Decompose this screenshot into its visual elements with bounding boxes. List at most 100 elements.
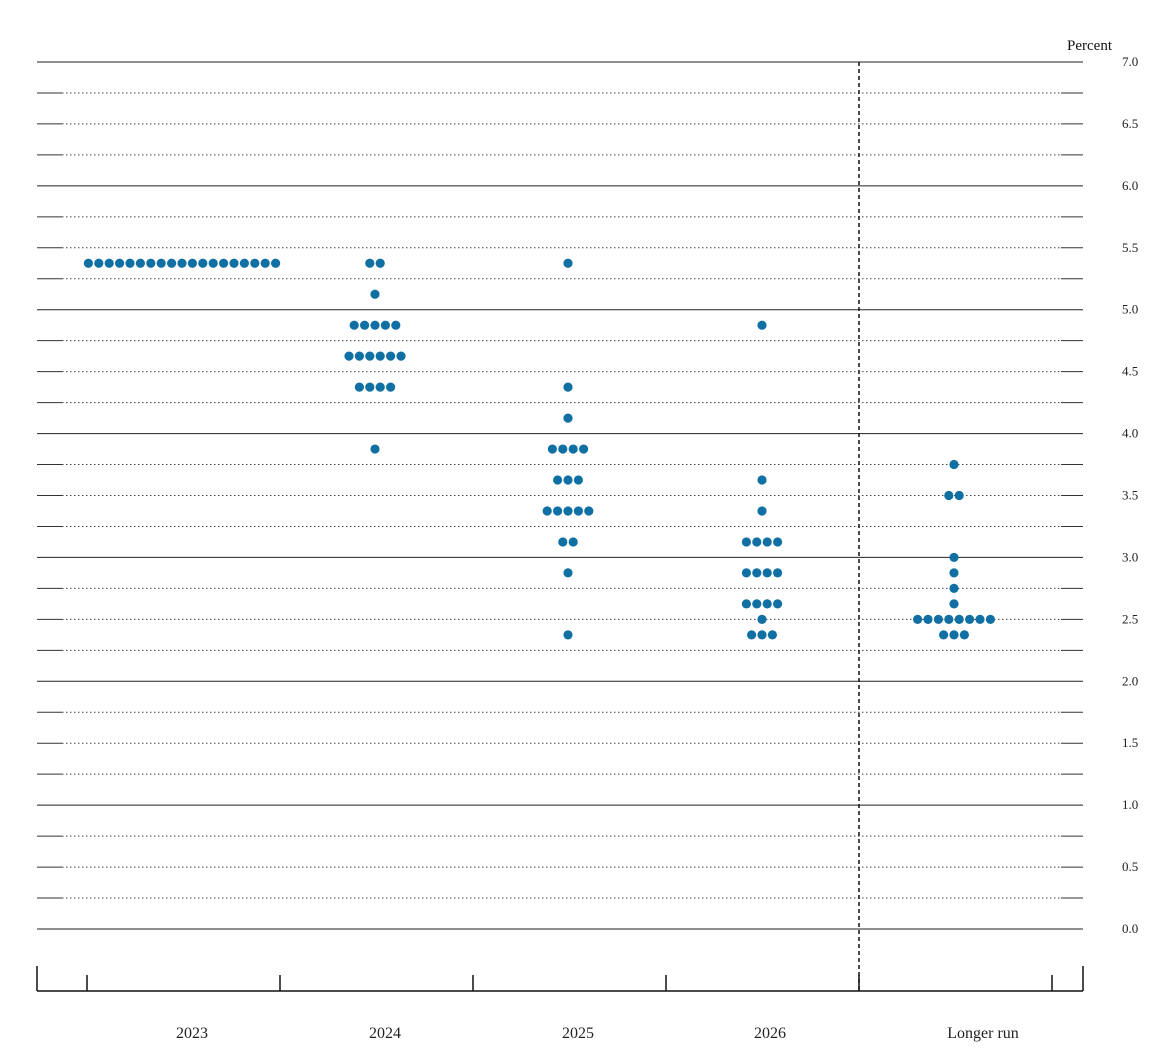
dot-marker xyxy=(757,614,767,624)
dot-marker xyxy=(115,258,125,268)
dot-marker xyxy=(370,289,380,299)
dot-marker xyxy=(757,506,767,516)
dot-marker xyxy=(563,258,573,268)
dot-marker xyxy=(553,506,563,516)
y-axis-unit-label: Percent xyxy=(1067,38,1113,54)
dot-marker xyxy=(584,506,594,516)
dot-marker xyxy=(773,537,783,547)
dot-marker xyxy=(923,614,933,624)
dot-marker xyxy=(949,599,959,609)
dot-marker xyxy=(167,258,177,268)
dot-marker xyxy=(250,258,260,268)
dot-marker xyxy=(177,258,187,268)
dot-marker xyxy=(939,630,949,640)
dot-marker xyxy=(360,320,370,330)
dot-marker xyxy=(83,258,93,268)
dot-marker xyxy=(985,614,996,624)
grid-lines xyxy=(37,61,1083,930)
axes: 0.0 0.5 1.0 1.5 2.0 2.5 3.0 3.5 4.0 4.5 5.0 5.5 6.0 6… xyxy=(36,54,1138,1042)
dot-marker xyxy=(219,258,229,268)
y-tick-label: 1.0 xyxy=(1122,797,1138,812)
dot-marker xyxy=(396,351,406,361)
dot-marker xyxy=(563,506,573,516)
dot-marker xyxy=(94,258,104,268)
dot-marker xyxy=(375,351,385,361)
x-category-label: Longer run xyxy=(947,1025,1019,1042)
y-tick-label: 0.5 xyxy=(1122,859,1138,874)
dot-marker xyxy=(949,583,959,593)
dot-marker xyxy=(558,444,568,454)
dot-marker xyxy=(125,258,135,268)
dot-marker xyxy=(757,320,767,330)
dot-marker xyxy=(747,630,757,640)
x-category-label: 2026 xyxy=(754,1025,786,1042)
dot-marker xyxy=(773,568,783,578)
dot-marker xyxy=(568,444,578,454)
x-category-label: 2023 xyxy=(176,1025,208,1042)
dot-marker xyxy=(208,258,218,268)
dot-marker xyxy=(370,444,380,454)
dot-marker xyxy=(370,320,380,330)
dot-marker xyxy=(568,537,578,547)
y-tick-label: 5.5 xyxy=(1122,240,1138,255)
dot-marker xyxy=(949,630,959,640)
dot-marker xyxy=(375,382,385,392)
dot-marker xyxy=(260,258,270,268)
dot-marker xyxy=(542,506,552,516)
dot-marker xyxy=(563,413,573,423)
y-tick-label: 0.0 xyxy=(1122,921,1138,936)
dot-marker xyxy=(563,630,573,640)
dot-marker xyxy=(553,475,563,485)
y-tick-label: 3.0 xyxy=(1122,549,1138,564)
dot-marker xyxy=(752,568,762,578)
dot-marker xyxy=(913,614,923,624)
dot-marker xyxy=(354,382,364,392)
dot-marker xyxy=(752,599,762,609)
dot-marker xyxy=(752,537,762,547)
dot-marker xyxy=(954,490,964,501)
dot-marker xyxy=(757,475,767,485)
y-tick-label: 7.0 xyxy=(1122,54,1138,69)
dot-marker xyxy=(271,258,281,268)
dot-marker xyxy=(965,614,975,624)
dot-marker xyxy=(949,552,959,563)
y-tick-label: 2.5 xyxy=(1122,611,1138,626)
dot-marker xyxy=(375,258,385,268)
dot-marker xyxy=(579,444,589,454)
dot-marker xyxy=(156,258,166,268)
dot-marker xyxy=(954,614,964,624)
dot-marker xyxy=(563,568,573,578)
dot-marker xyxy=(762,599,772,609)
dot-marker xyxy=(949,459,959,470)
dot-marker xyxy=(563,382,573,392)
dot-marker xyxy=(741,568,752,578)
dot-marker xyxy=(386,382,396,392)
dot-marker xyxy=(762,537,772,547)
y-tick-label: 3.5 xyxy=(1122,488,1138,503)
dot-marker xyxy=(344,351,354,361)
dot-marker xyxy=(198,258,208,268)
dot-marker xyxy=(187,258,197,268)
y-tick-label: 6.5 xyxy=(1122,116,1138,131)
dot-marker xyxy=(229,258,239,268)
dot-marker xyxy=(365,258,375,268)
y-tick-label: 6.0 xyxy=(1122,178,1138,193)
dot-marker xyxy=(959,630,970,640)
dot-marker xyxy=(741,599,752,609)
dot-marker xyxy=(563,475,573,485)
dot-marker xyxy=(104,258,114,268)
dot-marker xyxy=(933,614,944,624)
dot-marker xyxy=(386,351,396,361)
y-tick-label: 1.5 xyxy=(1122,735,1138,750)
dot-marker xyxy=(767,630,778,640)
y-tick-label: 4.0 xyxy=(1122,426,1138,441)
dot-marker xyxy=(741,537,752,547)
dot-marker xyxy=(949,568,959,578)
dot-marker xyxy=(239,258,249,268)
dot-marker xyxy=(365,351,375,361)
dots xyxy=(83,258,996,640)
dot-marker xyxy=(547,444,558,454)
dot-marker xyxy=(380,320,390,330)
dot-marker xyxy=(573,475,584,485)
